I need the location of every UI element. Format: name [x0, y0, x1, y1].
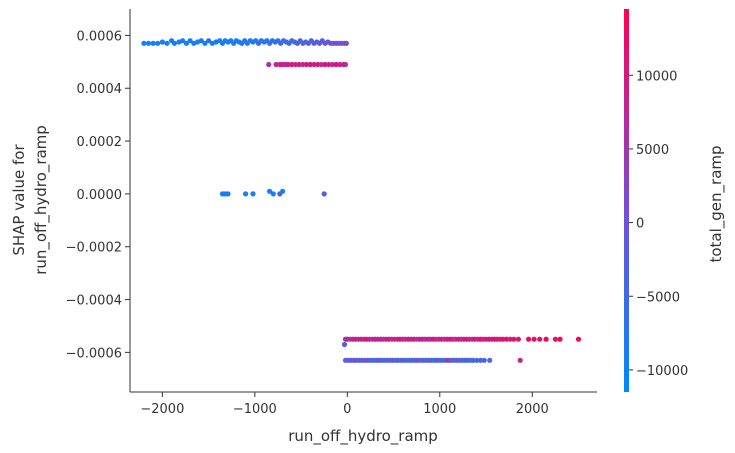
data-point-166 [557, 336, 563, 342]
data-point-219 [517, 357, 523, 363]
data-point-78 [311, 61, 317, 68]
data-point-157 [503, 336, 509, 342]
data-point-3 [155, 40, 161, 46]
data-point-81 [322, 61, 328, 68]
data-point-164 [543, 336, 549, 342]
data-point-90 [225, 191, 231, 197]
data-point-218 [487, 357, 493, 363]
y-axis-ticks: 0.0006 0.0004 0.0002 0.0000 −0.0002 −0.0004 −0… [66, 29, 130, 361]
data-point-97 [321, 191, 327, 197]
x-tick-label: 1000 [423, 402, 456, 417]
data-point-73 [292, 61, 299, 68]
data-point-217 [481, 357, 487, 363]
y-tick-label: −0.0002 [66, 241, 122, 256]
data-point-162 [531, 336, 537, 342]
data-point-82 [326, 61, 332, 68]
data-point-159 [511, 336, 517, 342]
data-point-87 [342, 61, 349, 68]
colorbar-tick-label: 5000 [636, 143, 669, 158]
data-point-11 [187, 38, 193, 44]
x-tick-label: −2000 [140, 402, 184, 417]
data-point-14 [198, 38, 204, 44]
data-point-16 [206, 38, 212, 44]
data-point-160 [515, 336, 522, 342]
data-point-98 [341, 341, 348, 348]
x-axis-label: run_off_hydro_ramp [288, 427, 438, 446]
y-tick-label: −0.0004 [66, 294, 122, 309]
data-point-91 [243, 191, 249, 197]
colorbar-ticks: 10000 5000 0 −5000 −10000 [629, 69, 688, 379]
y-tick-label: −0.0006 [66, 346, 122, 361]
x-tick-label: 2000 [516, 402, 549, 417]
data-point-15 [202, 40, 208, 46]
data-point-216 [477, 357, 484, 363]
axes [129, 9, 597, 393]
data-point-4 [159, 39, 165, 45]
data-point-76 [304, 61, 310, 68]
data-point-80 [318, 61, 324, 68]
y-tick-label: 0.0000 [77, 188, 123, 203]
data-point-83 [329, 61, 336, 68]
y-tick-label: 0.0002 [77, 135, 123, 150]
colorbar-tick-label: 0 [636, 217, 644, 232]
data-point-84 [333, 61, 339, 68]
data-point-158 [507, 336, 513, 342]
y-tick-label: 0.0006 [77, 29, 123, 44]
x-tick-label: 0 [343, 402, 351, 417]
data-point-10 [183, 40, 189, 46]
data-point-215 [474, 357, 480, 363]
data-point-1 [145, 40, 152, 46]
data-point-163 [537, 336, 543, 342]
data-point-0 [141, 40, 147, 46]
data-point-96 [280, 188, 286, 194]
colorbar-tick-label: −10000 [636, 364, 688, 379]
data-point-71 [285, 61, 291, 68]
y-axis-label-line-2: run_off_hydro_ramp [32, 125, 51, 275]
data-point-72 [289, 61, 295, 68]
data-point-2 [150, 40, 156, 46]
data-point-167 [575, 336, 582, 342]
data-point-214 [470, 357, 476, 363]
data-point-94 [270, 191, 276, 197]
data-point-77 [307, 61, 313, 68]
data-point-7 [171, 40, 177, 46]
data-point-93 [267, 188, 273, 194]
data-point-165 [552, 336, 559, 342]
data-point-161 [526, 336, 532, 342]
colorbar-label: total_gen_ramp [707, 145, 726, 262]
x-axis-ticks: −2000 −1000 0 1000 2000 [140, 392, 549, 417]
data-point-9 [180, 38, 186, 44]
data-point-79 [315, 61, 321, 68]
data-point-156 [500, 336, 506, 342]
colorbar [624, 9, 629, 392]
data-point-85 [337, 61, 343, 68]
scatter-points [141, 38, 582, 363]
data-point-74 [296, 61, 302, 68]
data-point-5 [164, 40, 170, 46]
colorbar-tick-label: 10000 [636, 69, 677, 84]
y-tick-label: 0.0004 [77, 82, 123, 97]
data-point-67 [273, 61, 279, 68]
x-tick-label: −1000 [233, 402, 277, 417]
data-point-65 [343, 40, 349, 46]
data-point-66 [266, 61, 272, 68]
data-point-92 [250, 191, 256, 197]
colorbar-tick-label: −5000 [636, 290, 680, 305]
data-point-75 [300, 61, 306, 68]
y-axis-label-line-1: SHAP value for [10, 144, 28, 256]
